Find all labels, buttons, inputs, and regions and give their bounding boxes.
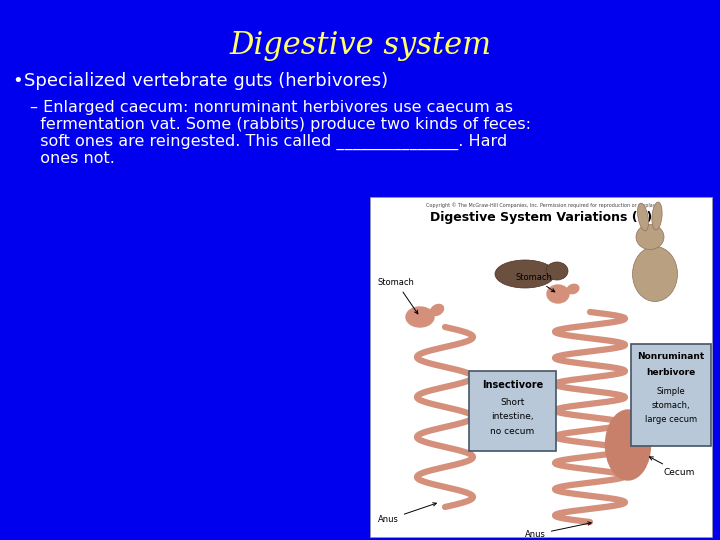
Text: Stomach: Stomach [515, 273, 555, 292]
Ellipse shape [495, 260, 555, 288]
Text: ones not.: ones not. [30, 151, 115, 166]
Ellipse shape [636, 225, 664, 249]
Text: large cecum: large cecum [645, 415, 697, 424]
Text: fermentation vat. Some (rabbits) produce two kinds of feces:: fermentation vat. Some (rabbits) produce… [30, 117, 531, 132]
Ellipse shape [567, 284, 579, 294]
Text: stomach,: stomach, [652, 401, 690, 410]
Ellipse shape [546, 262, 568, 280]
Text: Stomach: Stomach [378, 278, 418, 314]
Ellipse shape [431, 305, 444, 315]
Text: intestine,: intestine, [491, 412, 534, 421]
Ellipse shape [637, 203, 649, 231]
Text: herbivore: herbivore [647, 368, 696, 377]
Text: Simple: Simple [657, 387, 685, 396]
Ellipse shape [606, 410, 650, 480]
Ellipse shape [406, 307, 434, 327]
Text: no cecum: no cecum [490, 427, 535, 436]
Text: Anus: Anus [378, 503, 436, 524]
Text: Digestive System Variations (1): Digestive System Variations (1) [430, 211, 652, 224]
Text: soft ones are reingested. This called _______________. Hard: soft ones are reingested. This called __… [30, 134, 508, 150]
Text: Digestive system: Digestive system [229, 30, 491, 61]
Ellipse shape [547, 285, 569, 303]
FancyBboxPatch shape [469, 371, 556, 451]
Text: – Enlarged caecum: nonruminant herbivores use caecum as: – Enlarged caecum: nonruminant herbivore… [30, 100, 513, 115]
Text: Copyright © The McGraw-Hill Companies, Inc. Permission required for reproduction: Copyright © The McGraw-Hill Companies, I… [426, 202, 656, 207]
Ellipse shape [632, 246, 678, 301]
Bar [370, 197, 712, 537]
Text: Nonruminant: Nonruminant [637, 352, 705, 361]
Text: Anus: Anus [525, 522, 591, 539]
FancyBboxPatch shape [631, 344, 711, 446]
Text: Cecum: Cecum [649, 457, 694, 477]
Text: Short: Short [500, 398, 525, 407]
Text: Specialized vertebrate guts (herbivores): Specialized vertebrate guts (herbivores) [24, 72, 388, 90]
Text: Insectivore: Insectivore [482, 380, 543, 390]
Text: •: • [12, 72, 23, 90]
Ellipse shape [652, 202, 662, 230]
